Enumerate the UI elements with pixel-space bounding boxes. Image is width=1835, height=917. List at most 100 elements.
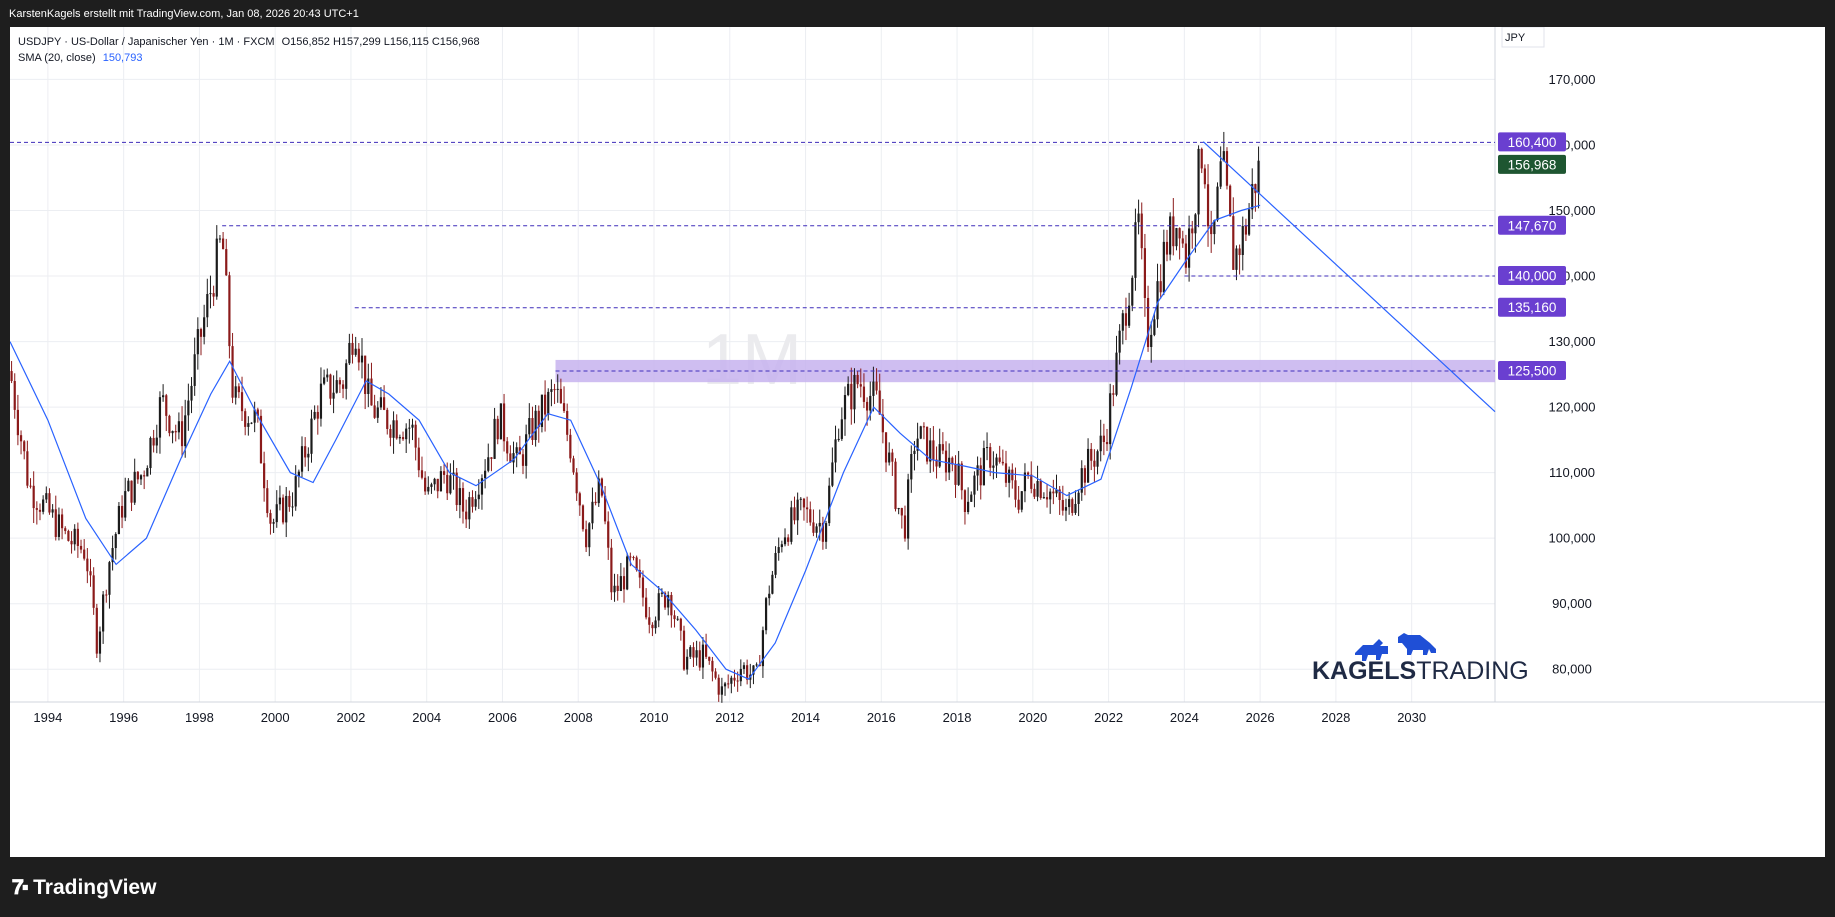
candle-body[interactable] [225, 249, 228, 276]
candle-body[interactable] [701, 644, 705, 668]
candle-body[interactable] [158, 397, 162, 438]
candle-body[interactable] [1049, 491, 1052, 500]
candle-body[interactable] [89, 571, 92, 576]
candle-body[interactable] [1222, 151, 1225, 162]
candle-body[interactable] [1210, 226, 1213, 235]
candle-body[interactable] [635, 557, 638, 571]
level-price-badge[interactable] [1498, 297, 1566, 317]
candle-body[interactable] [534, 410, 537, 441]
candle-body[interactable] [1090, 448, 1093, 461]
candle-body[interactable] [1197, 148, 1200, 215]
candle-body[interactable] [165, 395, 168, 416]
candle-body[interactable] [1251, 184, 1254, 210]
candle-body[interactable] [891, 452, 894, 462]
candle-body[interactable] [761, 630, 765, 667]
price-chart[interactable]: 1M80,00090,000100,000110,000120,000130,0… [10, 27, 1825, 857]
candle-body[interactable] [768, 593, 771, 599]
currency-box[interactable] [1501, 27, 1545, 48]
candle-body[interactable] [963, 490, 967, 513]
candle-body[interactable] [1039, 480, 1042, 498]
candle-body[interactable] [196, 329, 199, 355]
candle-body[interactable] [1023, 472, 1027, 492]
candle-body[interactable] [645, 597, 648, 618]
candle-body[interactable] [1200, 148, 1203, 169]
candle-body[interactable] [455, 472, 458, 506]
candle-body[interactable] [989, 447, 992, 468]
candle-body[interactable] [272, 522, 275, 524]
candle-body[interactable] [575, 472, 578, 494]
candle-body[interactable] [670, 594, 673, 616]
candle-body[interactable] [588, 523, 591, 548]
candle-body[interactable] [23, 441, 26, 452]
candle-body[interactable] [619, 576, 622, 591]
candle-body[interactable] [1083, 468, 1087, 483]
candle-body[interactable] [395, 420, 398, 439]
candle-body[interactable] [143, 475, 146, 477]
candle-body[interactable] [275, 504, 278, 523]
candle-body[interactable] [1102, 435, 1105, 443]
candle-body[interactable] [1206, 184, 1210, 227]
candle-body[interactable] [809, 509, 812, 523]
candle-body[interactable] [1241, 226, 1244, 256]
candle-body[interactable] [373, 405, 376, 418]
candle-body[interactable] [190, 385, 193, 401]
candle-body[interactable] [335, 380, 338, 393]
candle-body[interactable] [231, 346, 234, 398]
candle-body[interactable] [878, 390, 881, 415]
candle-body[interactable] [856, 374, 859, 385]
candle-body[interactable] [884, 432, 888, 463]
candle-body[interactable] [862, 386, 866, 402]
candle-body[interactable] [139, 475, 143, 480]
candle-body[interactable] [626, 556, 629, 590]
candle-body[interactable] [496, 418, 499, 440]
candle-body[interactable] [1146, 297, 1150, 347]
candle-body[interactable] [98, 631, 102, 654]
candle-body[interactable] [553, 389, 556, 391]
candle-body[interactable] [304, 446, 307, 458]
candle-body[interactable] [38, 509, 42, 512]
candle-body[interactable] [667, 594, 670, 608]
candle-body[interactable] [985, 447, 989, 449]
candle-body[interactable] [259, 415, 263, 464]
candle-body[interactable] [935, 459, 938, 467]
candle-body[interactable] [1194, 214, 1197, 234]
candle-body[interactable] [316, 411, 319, 419]
candle-body[interactable] [793, 507, 796, 521]
candle-body[interactable] [550, 389, 553, 392]
candle-body[interactable] [487, 457, 490, 471]
candle-body[interactable] [307, 453, 310, 458]
candle-body[interactable] [806, 507, 809, 510]
candle-body[interactable] [386, 409, 389, 429]
candle-body[interactable] [168, 415, 171, 434]
candle-body[interactable] [35, 508, 38, 510]
candle-body[interactable] [285, 495, 288, 523]
candle-body[interactable] [452, 472, 455, 476]
candle-body[interactable] [711, 660, 714, 672]
candle-body[interactable] [1121, 313, 1124, 331]
candle-body[interactable] [461, 488, 465, 512]
candle-body[interactable] [1118, 330, 1121, 353]
candle-body[interactable] [992, 465, 995, 468]
candle-body[interactable] [1178, 228, 1181, 239]
candle-body[interactable] [1112, 393, 1115, 395]
candle-body[interactable] [780, 544, 783, 548]
candle-body[interactable] [916, 438, 919, 451]
candle-body[interactable] [73, 528, 76, 545]
candle-body[interactable] [313, 411, 316, 419]
candle-body[interactable] [834, 439, 837, 463]
candle-body[interactable] [543, 394, 547, 415]
candle-body[interactable] [221, 238, 225, 250]
candle-body[interactable] [1064, 507, 1068, 511]
candle-body[interactable] [1184, 243, 1188, 268]
candle-body[interactable] [10, 371, 13, 382]
candle-body[interactable] [266, 488, 269, 514]
candle-body[interactable] [117, 505, 121, 534]
candle-body[interactable] [256, 409, 259, 416]
candle-body[interactable] [1257, 160, 1260, 194]
candle-body[interactable] [755, 664, 758, 666]
candle-body[interactable] [433, 478, 436, 485]
candle-body[interactable] [954, 464, 957, 485]
candle-body[interactable] [180, 421, 184, 447]
candle-body[interactable] [686, 656, 689, 670]
candle-body[interactable] [1156, 281, 1159, 320]
